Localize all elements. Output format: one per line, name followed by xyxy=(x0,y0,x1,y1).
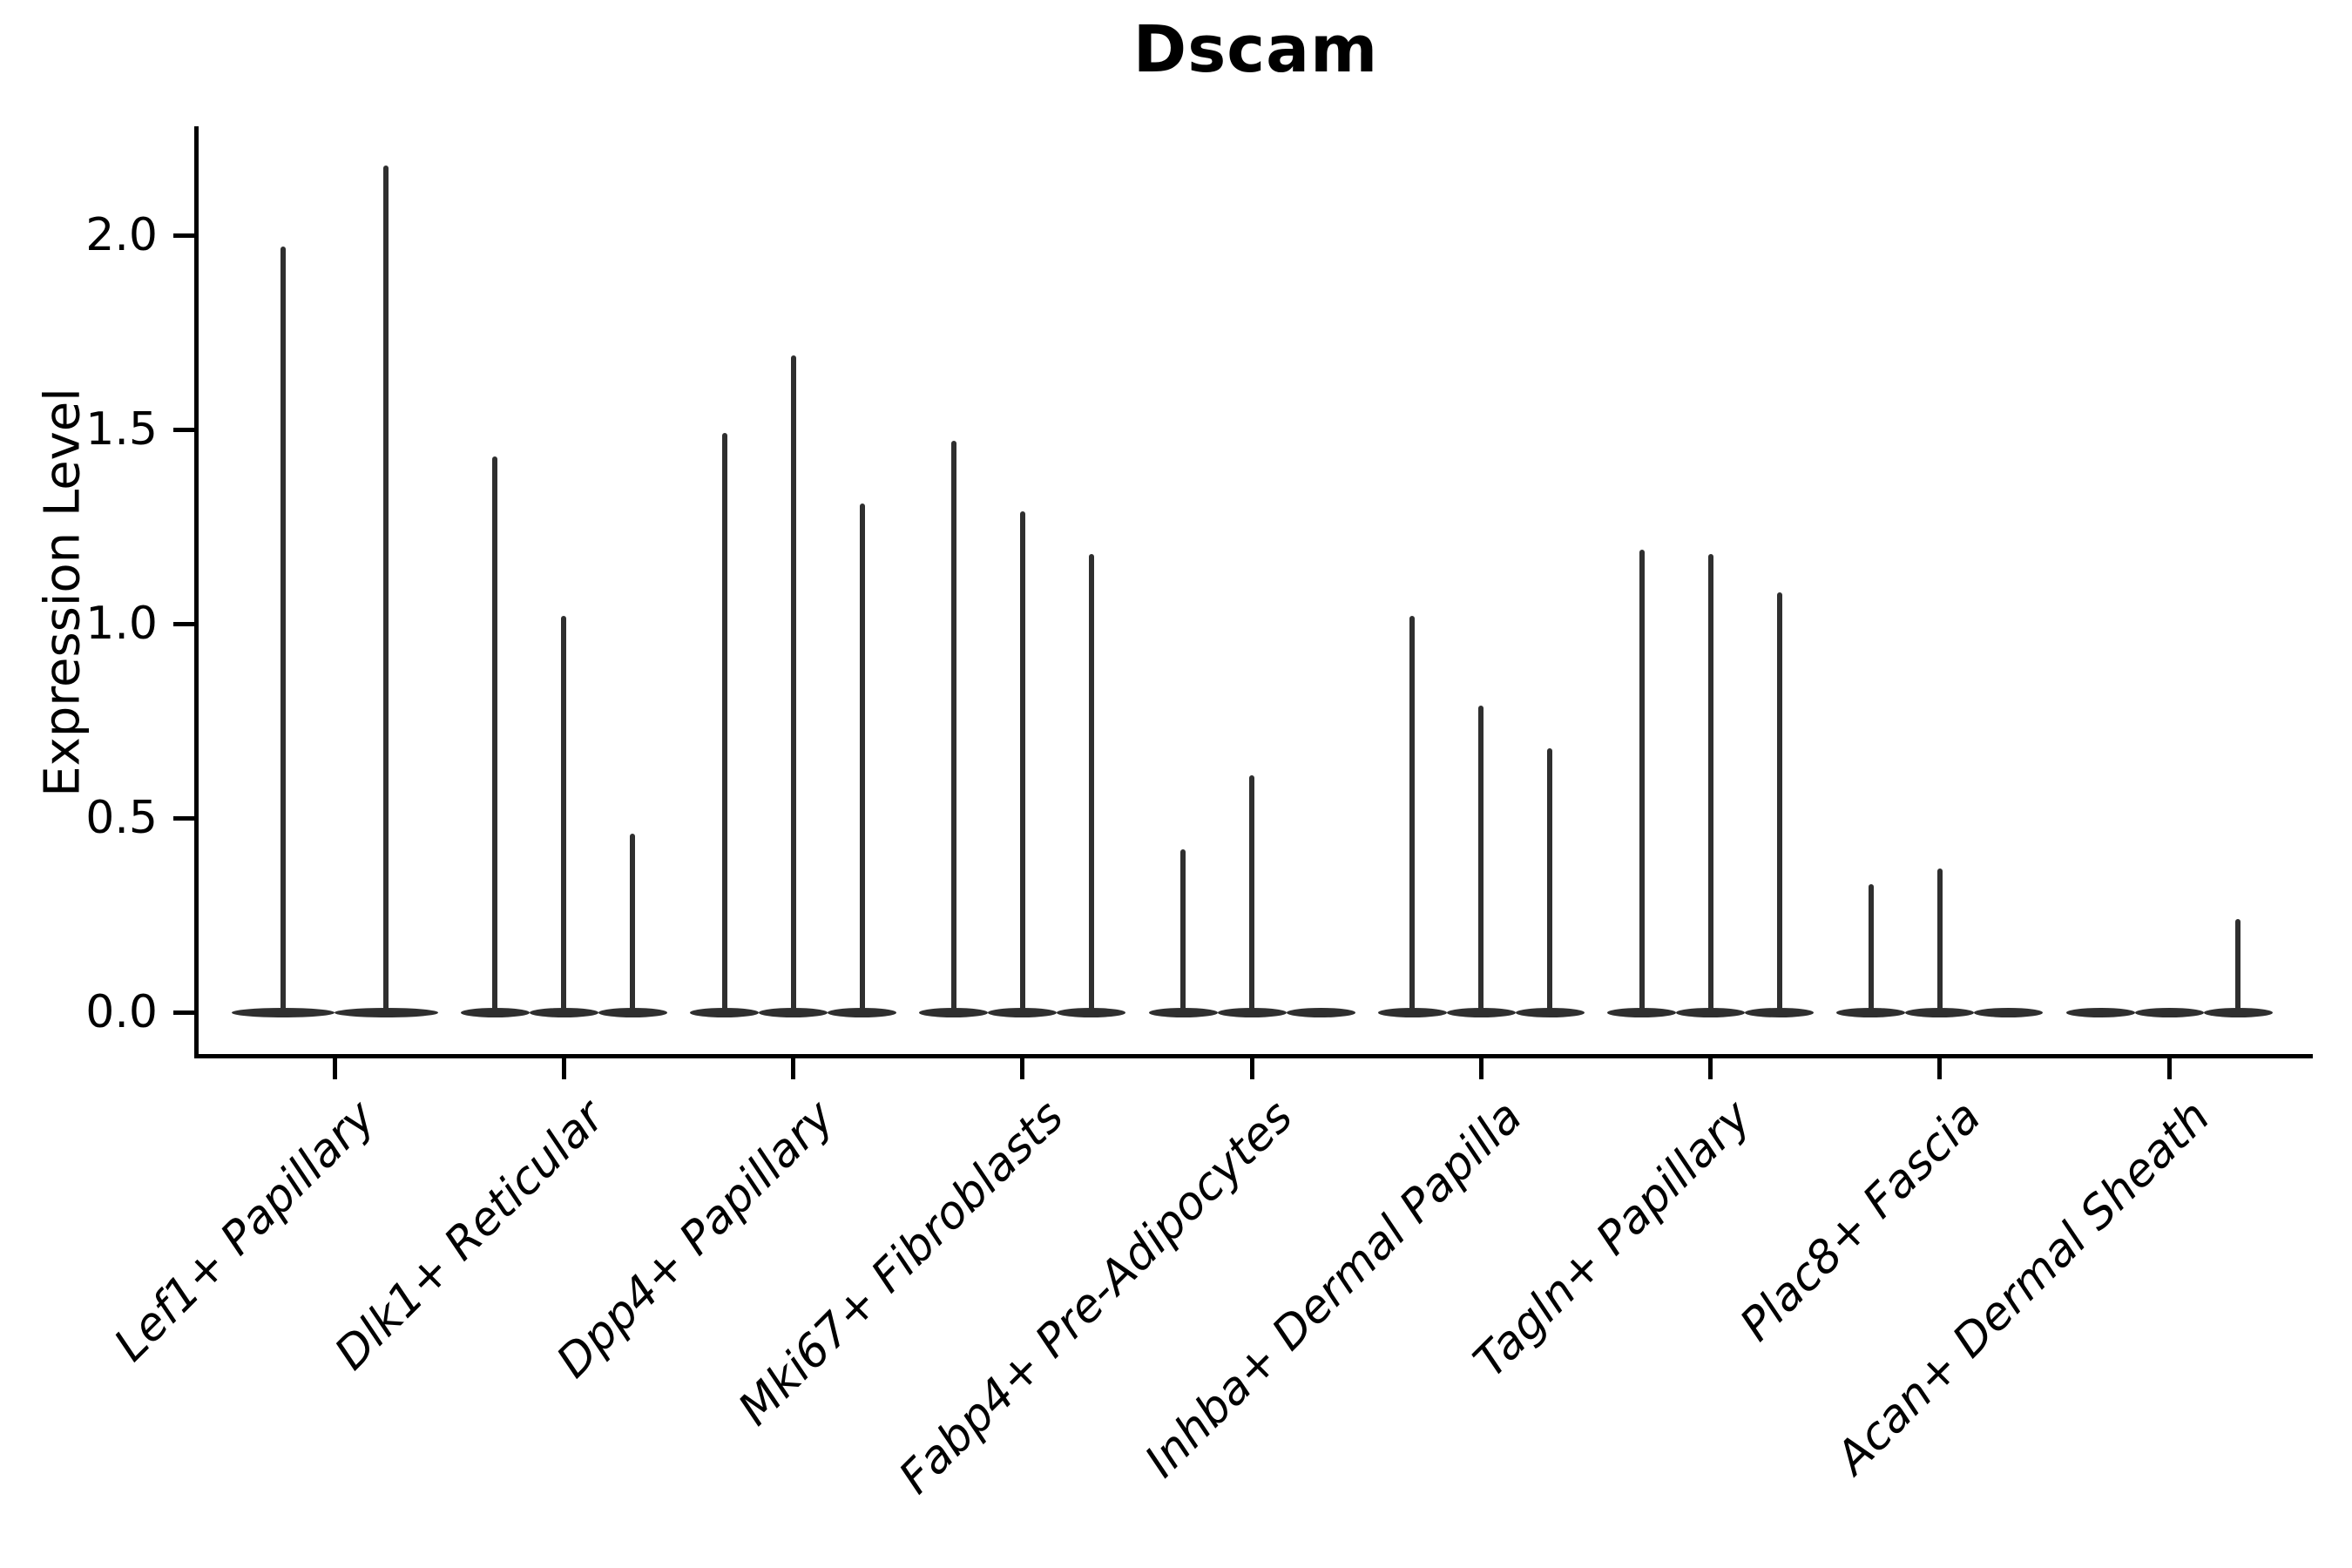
violin-spike xyxy=(2235,918,2240,1016)
x-axis-spine xyxy=(194,1054,2313,1058)
x-tick-mark xyxy=(791,1058,795,1079)
x-tick-mark xyxy=(1249,1058,1254,1079)
violin-spike xyxy=(1019,510,1025,1016)
violin-body xyxy=(2134,1007,2204,1017)
violin-spike xyxy=(1409,616,1416,1016)
violin-body xyxy=(2065,1007,2135,1017)
violin-spike xyxy=(561,616,567,1016)
y-tick-label: 0.5 xyxy=(85,792,158,844)
violin-spike xyxy=(1639,550,1645,1016)
x-tick-label: Inhba+ Dermal Papilla xyxy=(1134,1091,1532,1488)
violin-spike xyxy=(630,833,636,1016)
x-tick-label: Acan+ Dermal Sheath xyxy=(1826,1091,2220,1484)
x-tick-label: Fabp4+ Pre-Adipocytes xyxy=(889,1091,1303,1504)
violin-spike xyxy=(859,503,865,1016)
violin-body xyxy=(1974,1007,2044,1017)
violin-spike xyxy=(492,456,498,1016)
y-tick-mark xyxy=(173,621,194,626)
violin-spike xyxy=(1707,553,1713,1016)
violin-spike xyxy=(1088,553,1094,1016)
y-tick-label: 0.0 xyxy=(85,986,158,1038)
violin-spike xyxy=(1776,592,1782,1016)
y-tick-label: 1.0 xyxy=(85,598,158,650)
violin-spike xyxy=(1249,774,1254,1016)
violin-spike xyxy=(1936,868,1943,1016)
x-tick-mark xyxy=(561,1058,566,1079)
violin-spike xyxy=(383,165,389,1016)
y-tick-mark xyxy=(173,427,194,432)
y-tick-mark xyxy=(173,1010,194,1015)
violin-spike xyxy=(1180,848,1186,1016)
y-tick-mark xyxy=(173,815,194,821)
violin-spike xyxy=(1868,883,1874,1016)
x-tick-mark xyxy=(2166,1058,2172,1079)
x-tick-mark xyxy=(332,1058,337,1079)
chart-title: Dscam xyxy=(1132,12,1379,87)
x-tick-mark xyxy=(1937,1058,1943,1079)
x-tick-mark xyxy=(1020,1058,1025,1079)
violin-spike xyxy=(280,247,286,1016)
violin-spike xyxy=(950,441,956,1016)
x-tick-mark xyxy=(1708,1058,1713,1079)
violin-body xyxy=(1286,1007,1355,1017)
violin-spike xyxy=(790,355,796,1016)
x-tick-label: Plac8+ Fascia xyxy=(1729,1091,1991,1352)
x-tick-mark xyxy=(1478,1058,1484,1079)
y-tick-label: 1.5 xyxy=(85,403,158,456)
violin-spike xyxy=(1478,705,1484,1016)
y-tick-mark xyxy=(173,233,194,238)
y-axis-spine xyxy=(194,126,199,1058)
y-tick-label: 2.0 xyxy=(85,209,158,261)
violin-spike xyxy=(721,433,727,1016)
violin-spike xyxy=(1547,747,1553,1016)
